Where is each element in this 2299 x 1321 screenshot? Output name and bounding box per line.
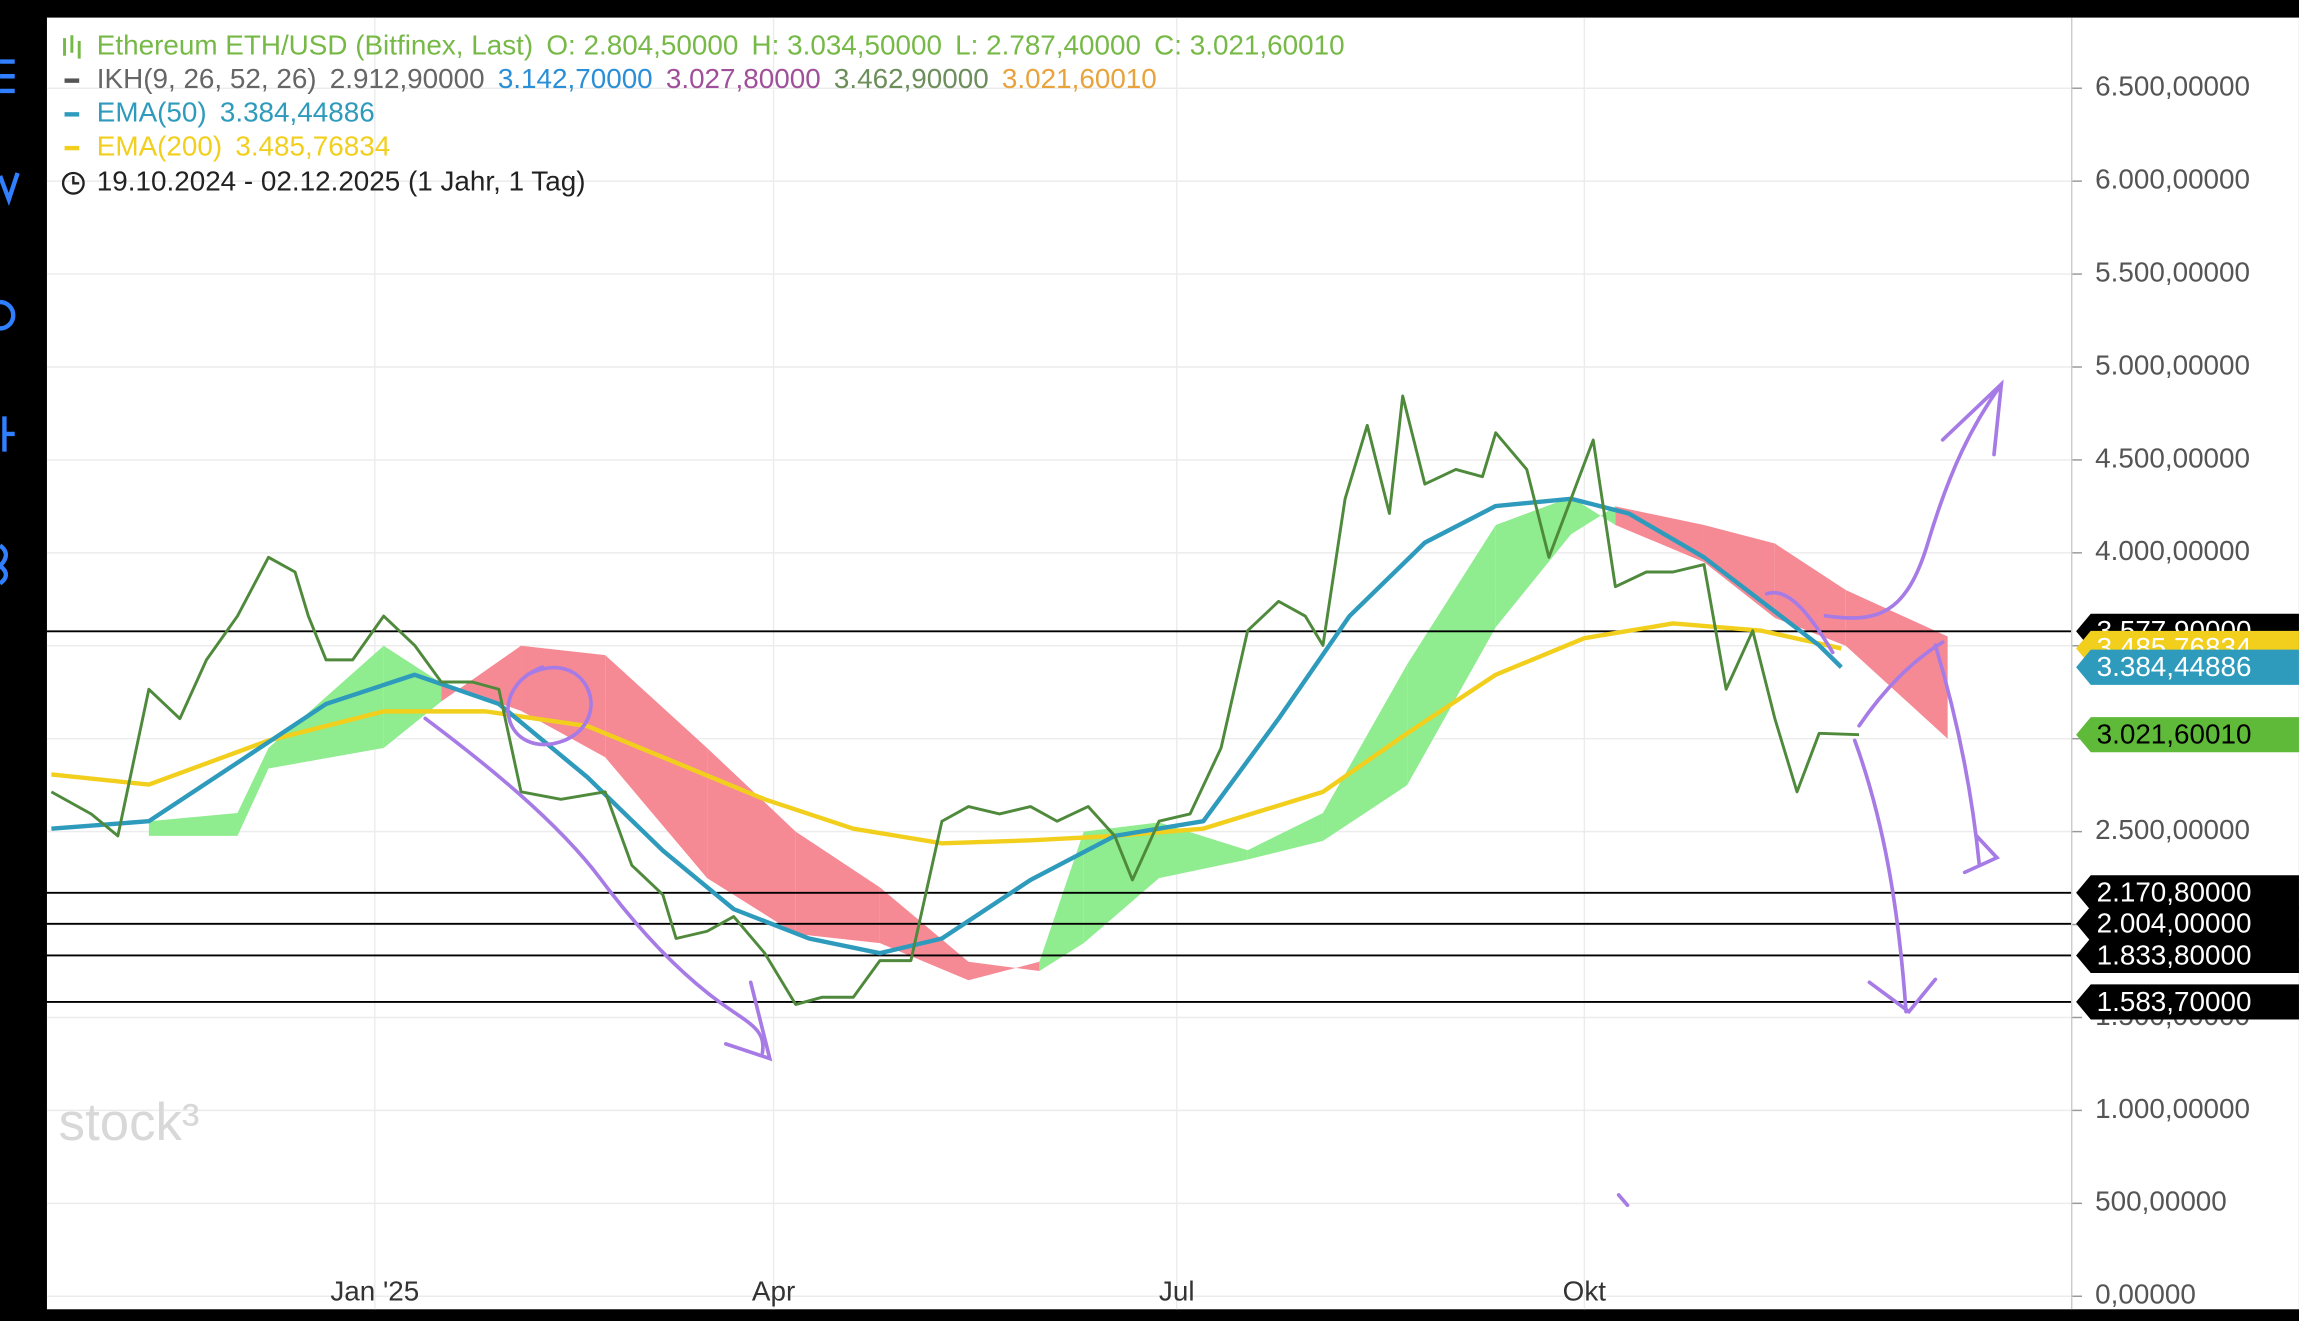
plot-area	[46, 17, 2072, 1310]
cloud-segment	[1322, 664, 1408, 841]
cloud-segment	[1495, 497, 1572, 628]
legend-text: 3.142,70000	[498, 63, 653, 94]
series-line	[51, 621, 1842, 846]
cloud-segment	[1247, 813, 1323, 860]
cloud-segment	[605, 655, 708, 879]
price-label-box	[2076, 875, 2299, 911]
cloud-segment	[383, 645, 442, 748]
y-tick-label: 4.000,00000	[2095, 535, 2250, 566]
legend-text: 2.912,90000	[330, 63, 485, 94]
annotation-stroke	[1764, 590, 1945, 728]
cloud-segment	[237, 747, 269, 836]
annotation-stroke	[506, 665, 593, 747]
legend-icon	[63, 35, 81, 59]
annotation-stroke	[423, 716, 765, 1055]
legend-text: 3.485,76834	[235, 130, 390, 161]
x-tick-label: Jul	[1159, 1276, 1195, 1307]
y-tick-label: 6.500,00000	[2095, 71, 2250, 102]
price-label: 2.170,80000	[2097, 877, 2252, 908]
legend-text: 3.462,90000	[834, 63, 989, 94]
legend-text: 19.10.2024 - 02.12.2025 (1 Jahr, 1 Tag)	[97, 166, 586, 197]
price-label: 2.004,00000	[2097, 908, 2252, 939]
x-tick-label: Jan '25	[330, 1276, 419, 1307]
y-tick-label: 4.500,00000	[2095, 442, 2250, 473]
legend-text: 3.384,44886	[220, 97, 375, 128]
price-label-box	[2076, 717, 2299, 753]
tool-icon[interactable]	[0, 543, 9, 586]
x-tick-label: Apr	[752, 1276, 795, 1307]
cloud-segment	[1703, 524, 1775, 618]
cloud-segment	[879, 887, 969, 981]
price-label: 3.384,44886	[2097, 651, 2252, 682]
cloud-segment	[1571, 497, 1616, 535]
cloud-segment	[268, 645, 384, 769]
tool-icon[interactable]	[2, 416, 15, 452]
cloud-segment	[1774, 543, 1846, 646]
legend-text: IKH(9, 26, 52, 26)	[97, 63, 317, 94]
y-tick-label: 2.500,00000	[2095, 814, 2250, 845]
legend-text: 3.021,60010	[1002, 63, 1157, 94]
annotation-stroke	[723, 980, 773, 1062]
menu-icon[interactable]	[0, 59, 15, 94]
y-tick-label: 0,00000	[2095, 1279, 2196, 1310]
clock-icon	[72, 175, 80, 185]
legend-text: EMA(200)	[97, 130, 222, 161]
axis-area: 0,00000500,000001.000,000001.500,000002.…	[330, 17, 2299, 1310]
watermark: stock³	[59, 1093, 200, 1152]
price-label-box	[2076, 906, 2299, 942]
cloud-segment	[1159, 822, 1248, 879]
x-tick-label: Okt	[1563, 1276, 1607, 1307]
series-line	[50, 394, 1860, 1006]
y-tick-label: 5.500,00000	[2095, 256, 2250, 287]
tool-icon[interactable]	[0, 299, 16, 331]
legend: Ethereum ETH/USD (Bitfinex, Last) O: 2.80…	[61, 29, 1345, 197]
cloud-segment	[148, 813, 238, 836]
y-tick-label: 6.000,00000	[2095, 164, 2250, 195]
cloud-segment	[1083, 822, 1160, 944]
hand-annotations	[423, 379, 2004, 1208]
y-tick-label: 5.000,00000	[2095, 349, 2250, 380]
annotation-stroke	[1616, 1193, 1630, 1208]
cloud-segment	[521, 645, 606, 758]
legend-text: C: 3.021,60010	[1154, 29, 1344, 60]
cloud-segment	[707, 747, 796, 934]
legend-text: EMA(50)	[97, 97, 207, 128]
legend-text: O: 2.804,50000	[546, 29, 738, 60]
legend-text: 3.027,80000	[666, 63, 821, 94]
price-label-box	[2076, 984, 2299, 1020]
price-label-box	[2076, 937, 2299, 974]
y-tick-label: 500,00000	[2095, 1186, 2227, 1217]
legend-text: Ethereum ETH/USD (Bitfinex, Last)	[97, 29, 533, 60]
price-label: 1.583,70000	[2097, 986, 2252, 1017]
y-tick-label: 1.000,00000	[2095, 1093, 2250, 1124]
tool-icon[interactable]	[0, 172, 20, 206]
cloud-segment	[1039, 831, 1084, 972]
legend-text: L: 2.787,40000	[955, 29, 1141, 60]
cloud-segment	[795, 831, 880, 944]
clock-icon	[61, 171, 85, 195]
toolbar-icons[interactable]	[0, 59, 20, 586]
price-label: 3.021,60010	[2097, 719, 2252, 750]
price-label: 1.833,80000	[2097, 939, 2252, 970]
annotation-stroke	[1823, 379, 2004, 620]
price-label-box	[2076, 649, 2299, 685]
series-line	[51, 496, 1843, 956]
annotation-stroke	[1852, 738, 1938, 1015]
cloud-segment	[1845, 590, 1948, 739]
legend-text: H: 3.034,50000	[752, 29, 942, 60]
cloud-segment	[968, 961, 1040, 981]
annotation-stroke	[1933, 643, 2001, 875]
